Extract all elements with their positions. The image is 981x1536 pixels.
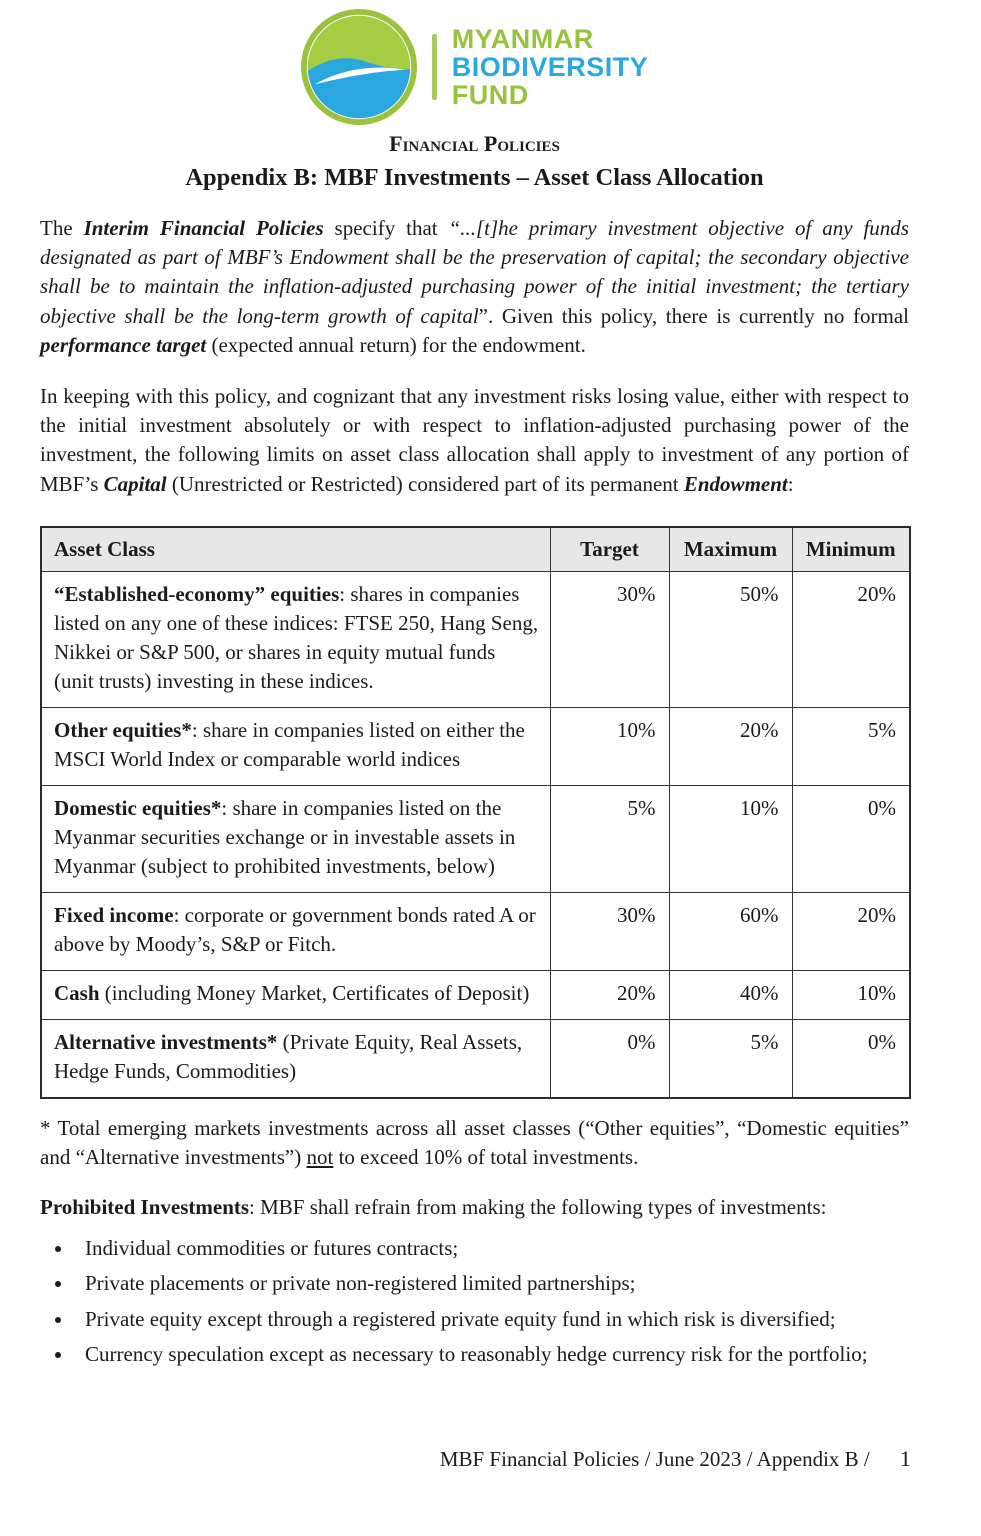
intro-tail: (expected annual return) for the endowme… [206, 333, 586, 358]
asset-class-cell: “Established-economy” equities: shares i… [40, 571, 551, 708]
header-asset-class: Asset Class [40, 526, 551, 573]
list-item: Currency speculation except as necessary… [74, 1340, 909, 1369]
intro-mid: specify that [323, 215, 449, 240]
table-row: Cash (including Money Market, Certificat… [40, 969, 911, 1020]
page-number: 1 [899, 1446, 911, 1471]
table-row: Alternative investments* (Private Equity… [40, 1018, 911, 1099]
asset-term: “Established-economy” equities [54, 582, 340, 607]
prohibited-investments-list: Individual commodities or futures contra… [40, 1234, 909, 1370]
maximum-cell: 5% [668, 1018, 793, 1099]
asset-class-cell: Cash (including Money Market, Certificat… [40, 969, 551, 1020]
asset-term: Domestic equities* [54, 795, 222, 820]
minimum-cell: 5% [791, 706, 911, 786]
mbf-logo-icon [300, 9, 417, 125]
document-title: Financial Policies [389, 131, 560, 156]
asset-class-cell: Domestic equities*: share in companies l… [40, 784, 551, 893]
target-cell: 20% [549, 969, 670, 1020]
footnote-underlined: not [306, 1145, 334, 1170]
asset-desc: (including Money Market, Certificates of… [99, 980, 530, 1005]
maximum-cell: 40% [668, 969, 793, 1020]
table-header-row: Asset Class Target Maximum Minimum [40, 526, 911, 573]
header-target: Target [549, 526, 670, 573]
policy-capital: Capital [103, 471, 167, 496]
asset-term: Alternative investments* [54, 1029, 278, 1054]
table-row: Other equities*: share in companies list… [40, 706, 911, 786]
asset-term: Other equities* [54, 717, 192, 742]
minimum-cell: 0% [791, 1018, 911, 1099]
header-minimum: Minimum [791, 526, 911, 573]
intro-post-quote: ”. Given this policy, there is currently… [478, 303, 909, 328]
asset-allocation-table: Asset Class Target Maximum Minimum “Esta… [40, 526, 911, 1099]
asset-desc: : corporate or government bonds rated A … [54, 902, 536, 956]
target-cell: 30% [549, 571, 670, 708]
maximum-cell: 60% [668, 891, 793, 971]
asset-class-cell: Fixed income: corporate or government bo… [40, 891, 551, 971]
intro-pre: The [40, 215, 84, 240]
minimum-cell: 20% [791, 571, 911, 708]
logo-wordmark: MYANMAR BIODIVERSITY FUND [452, 25, 649, 109]
asset-term: Cash [54, 980, 100, 1005]
minimum-cell: 10% [791, 969, 911, 1020]
prohibited-investments-heading: Prohibited Investments: MBF shall refrai… [40, 1193, 909, 1222]
asset-class-cell: Other equities*: share in companies list… [40, 706, 551, 786]
table-row: “Established-economy” equities: shares i… [40, 571, 911, 708]
asset-desc: : share in companies listed on the Myanm… [54, 795, 516, 878]
target-cell: 30% [549, 891, 670, 971]
list-item: Private equity except through a register… [74, 1305, 909, 1334]
page-title: Appendix B: MBF Investments – Asset Clas… [185, 164, 764, 192]
target-cell: 0% [549, 1018, 670, 1099]
policy-tail: : [787, 471, 794, 496]
page-footer: MBF Financial Policies / June 2023 / App… [440, 1443, 911, 1475]
policy-paragraph: In keeping with this policy, and cogniza… [40, 382, 909, 500]
table-footnote: * Total emerging markets investments acr… [40, 1114, 909, 1173]
target-cell: 10% [549, 706, 670, 786]
list-item: Private placements or private non-regist… [74, 1269, 909, 1298]
intro-paragraph: The Interim Financial Policies specify t… [40, 214, 909, 361]
target-cell: 5% [549, 784, 670, 893]
prohibited-rest: : MBF shall refrain from making the foll… [249, 1195, 827, 1220]
asset-desc: (Private Equity, Real Assets, Hedge Fund… [54, 1029, 523, 1083]
footer-text: MBF Financial Policies / June 2023 / App… [439, 1447, 870, 1471]
asset-desc: : share in companies listed on either th… [54, 717, 525, 771]
asset-term: Fixed income [54, 902, 174, 927]
footnote-pre: * Total emerging markets investments acr… [40, 1115, 909, 1170]
logo-divider [431, 34, 437, 100]
table-row: Fixed income: corporate or government bo… [40, 891, 911, 971]
logo-word-myanmar: MYANMAR [451, 24, 594, 54]
maximum-cell: 50% [668, 571, 793, 708]
list-item: Individual commodities or futures contra… [74, 1234, 909, 1263]
intro-policies-name: Interim Financial Policies [83, 215, 324, 240]
intro-performance-target: performance target [40, 333, 207, 358]
footnote-post: to exceed 10% of total investments. [333, 1145, 639, 1170]
minimum-cell: 0% [791, 784, 911, 893]
policy-endowment: Endowment [683, 471, 788, 496]
mbf-logo: MYANMAR BIODIVERSITY FUND [40, 8, 909, 126]
maximum-cell: 20% [668, 706, 793, 786]
asset-class-cell: Alternative investments* (Private Equity… [40, 1018, 551, 1099]
intro-quote: “...[t]he primary investment objective o… [40, 215, 909, 328]
logo-word-fund: FUND [451, 80, 529, 110]
header-maximum: Maximum [668, 526, 793, 573]
asset-desc: : shares in companies listed on any one … [54, 582, 539, 693]
prohibited-label: Prohibited Investments [40, 1195, 250, 1220]
maximum-cell: 10% [668, 784, 793, 893]
policy-mid: (Unrestricted or Restricted) considered … [166, 471, 684, 496]
policy-pre: In keeping with this policy, and cogniza… [40, 383, 909, 496]
table-row: Domestic equities*: share in companies l… [40, 784, 911, 893]
logo-word-biodiversity: BIODIVERSITY [451, 52, 649, 82]
minimum-cell: 20% [791, 891, 911, 971]
